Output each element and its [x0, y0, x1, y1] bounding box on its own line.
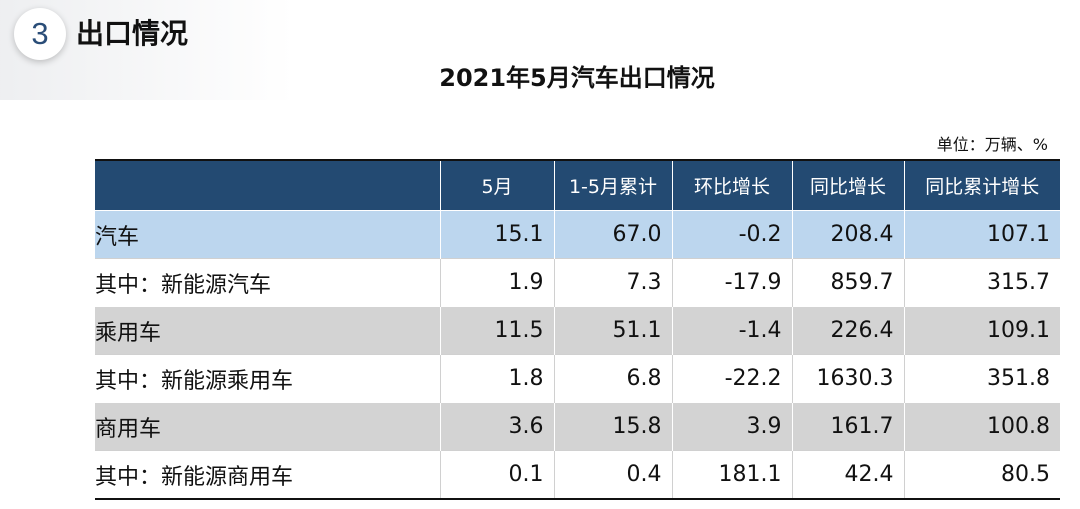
cell-month: 0.1	[439, 450, 554, 500]
cell-month: 1.8	[439, 354, 554, 403]
export-table: 5月 1-5月累计 环比增长 同比增长 同比累计增长 汽车 15.1 67.0 …	[95, 159, 1060, 500]
row-label: 其中：新能源商用车	[95, 450, 440, 500]
header-cell-month: 5月	[439, 159, 554, 211]
row-label: 其中：新能源乘用车	[95, 354, 440, 403]
table-row: 汽车 15.1 67.0 -0.2 208.4 107.1	[95, 210, 1060, 259]
cell-month: 1.9	[439, 258, 554, 307]
cell-cumulative: 15.8	[553, 402, 672, 451]
cell-yoy-growth: 859.7	[791, 258, 904, 307]
cell-month: 15.1	[439, 210, 554, 259]
section-header-background	[0, 0, 420, 100]
row-label: 乘用车	[95, 306, 440, 355]
cell-mom-growth: 3.9	[671, 402, 792, 451]
row-label: 汽车	[95, 210, 440, 259]
cell-yoy-cumulative-growth: 80.5	[903, 450, 1060, 500]
cell-yoy-growth: 42.4	[791, 450, 904, 500]
cell-cumulative: 51.1	[553, 306, 672, 355]
header-cell-blank	[95, 159, 440, 211]
cell-yoy-cumulative-growth: 100.8	[903, 402, 1060, 451]
cell-yoy-growth: 1630.3	[791, 354, 904, 403]
cell-mom-growth: -17.9	[671, 258, 792, 307]
table-header-row: 5月 1-5月累计 环比增长 同比增长 同比累计增长	[95, 159, 1060, 211]
table-row: 其中：新能源乘用车 1.8 6.8 -22.2 1630.3 351.8	[95, 354, 1060, 403]
unit-note: 单位：万辆、%	[936, 135, 1048, 154]
cell-yoy-growth: 208.4	[791, 210, 904, 259]
cell-yoy-cumulative-growth: 315.7	[903, 258, 1060, 307]
cell-cumulative: 7.3	[553, 258, 672, 307]
cell-month: 3.6	[439, 402, 554, 451]
cell-mom-growth: 181.1	[671, 450, 792, 500]
cell-yoy-growth: 226.4	[791, 306, 904, 355]
cell-yoy-cumulative-growth: 351.8	[903, 354, 1060, 403]
cell-cumulative: 67.0	[553, 210, 672, 259]
table-row: 其中：新能源汽车 1.9 7.3 -17.9 859.7 315.7	[95, 258, 1060, 307]
header-cell-cumulative: 1-5月累计	[553, 159, 672, 211]
section-header: 3 出口情况	[0, 0, 440, 110]
cell-yoy-cumulative-growth: 109.1	[903, 306, 1060, 355]
cell-cumulative: 0.4	[553, 450, 672, 500]
header-cell-yoy-cumulative-growth: 同比累计增长	[903, 159, 1060, 211]
cell-month: 11.5	[439, 306, 554, 355]
cell-mom-growth: -0.2	[671, 210, 792, 259]
section-title: 出口情况	[76, 17, 189, 50]
cell-yoy-growth: 161.7	[791, 402, 904, 451]
header-cell-mom-growth: 环比增长	[671, 159, 792, 211]
cell-mom-growth: -22.2	[671, 354, 792, 403]
header-cell-yoy-growth: 同比增长	[791, 159, 904, 211]
row-label: 商用车	[95, 402, 440, 451]
cell-yoy-cumulative-growth: 107.1	[903, 210, 1060, 259]
row-label: 其中：新能源汽车	[95, 258, 440, 307]
table-row: 乘用车 11.5 51.1 -1.4 226.4 109.1	[95, 306, 1060, 355]
table-title: 2021年5月汽车出口情况	[439, 64, 715, 92]
table-row: 商用车 3.6 15.8 3.9 161.7 100.8	[95, 402, 1060, 451]
cell-mom-growth: -1.4	[671, 306, 792, 355]
cell-cumulative: 6.8	[553, 354, 672, 403]
table-row: 其中：新能源商用车 0.1 0.4 181.1 42.4 80.5	[95, 450, 1060, 500]
section-number-badge: 3	[14, 8, 66, 60]
